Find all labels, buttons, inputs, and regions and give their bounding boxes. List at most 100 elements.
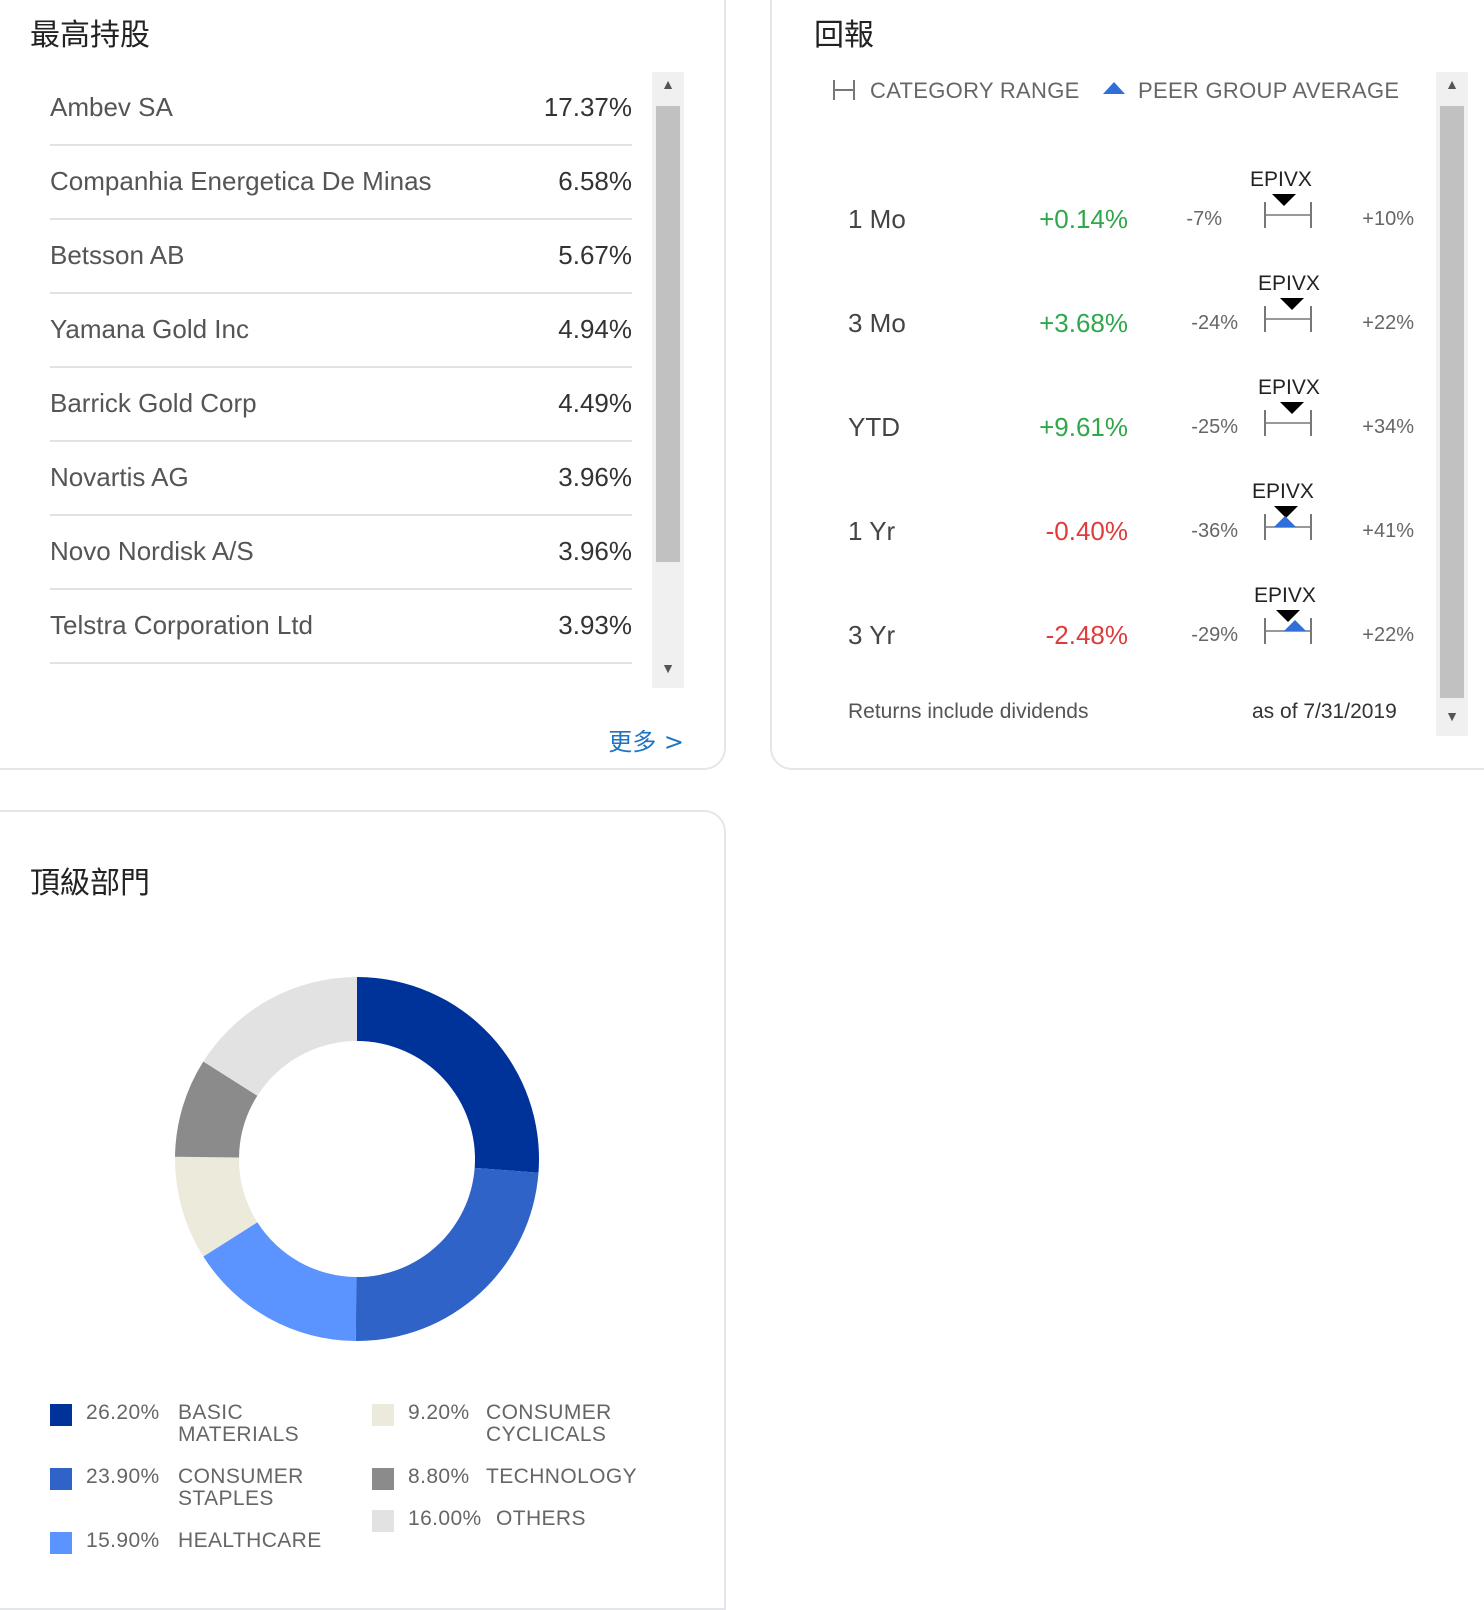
legend-label: OTHERS: [496, 1507, 586, 1530]
holdings-scrollbar[interactable]: ▲ ▼: [652, 72, 684, 688]
return-value: -2.48%: [1045, 620, 1128, 650]
returns-scrollbar[interactable]: ▲ ▼: [1436, 72, 1468, 736]
holding-name: Telstra Corporation Ltd: [50, 610, 314, 640]
holding-pct: 5.67%: [558, 240, 632, 270]
return-row-1mo: 1 Mo +0.14% -7% EPIVX +10%: [772, 168, 1432, 272]
peer-average-marker-icon: [1274, 516, 1296, 527]
returns-card: 回報 CATEGORY RANGE PEER GROUP AVERAGE 1 M…: [770, 0, 1484, 770]
legend-pct: 8.80%: [408, 1465, 470, 1488]
top-holdings-card: 最高持股 Ambev SA 17.37% Companhia Energetic…: [0, 0, 726, 770]
peer-average-marker-icon: [1284, 620, 1306, 631]
holding-pct: 3.93%: [558, 610, 632, 640]
sector-donut-chart: [175, 977, 539, 1341]
range-low: -36%: [1191, 520, 1238, 542]
donut-slice-basic-materials: [357, 977, 539, 1173]
return-row-1yr: 1 Yr -0.40% -36% EPIVX +41%: [772, 480, 1432, 584]
legend-swatch: [50, 1468, 72, 1490]
range-bar: [1264, 306, 1312, 332]
donut-slice-consumer-staples: [355, 1167, 539, 1341]
holdings-title: 最高持股: [30, 18, 150, 53]
legend-swatch: [50, 1532, 72, 1554]
period-label: 3 Mo: [848, 308, 906, 338]
fund-marker-icon: [1280, 298, 1304, 310]
returns-title: 回報: [814, 18, 874, 53]
scroll-thumb[interactable]: [656, 106, 680, 562]
range-high: +34%: [1362, 416, 1414, 438]
return-row-ytd: YTD +9.61% -25% EPIVX +34%: [772, 376, 1432, 480]
peer-group-label: PEER GROUP AVERAGE: [1138, 78, 1400, 103]
holding-name: Betsson AB: [50, 240, 185, 270]
scroll-up-arrow-icon[interactable]: ▲: [1445, 76, 1459, 92]
legend-swatch: [50, 1404, 72, 1426]
legend-swatch: [372, 1510, 394, 1532]
scroll-thumb[interactable]: [1440, 106, 1464, 698]
legend-pct: 26.20%: [86, 1401, 160, 1424]
range-high: +41%: [1362, 520, 1414, 542]
holding-row: Ambev SA 17.37%: [50, 72, 632, 146]
holdings-list: Ambev SA 17.37% Companhia Energetica De …: [50, 72, 632, 664]
category-range-label: CATEGORY RANGE: [870, 78, 1080, 103]
fund-ticker: EPIVX: [1250, 168, 1312, 191]
scroll-down-arrow-icon[interactable]: ▼: [661, 660, 675, 676]
return-row-3mo: 3 Mo +3.68% -24% EPIVX +22%: [772, 272, 1432, 376]
donut-slice-others: [203, 977, 357, 1096]
returns-footnote: Returns include dividends: [848, 700, 1089, 723]
period-label: 1 Yr: [848, 516, 896, 546]
holding-row: Companhia Energetica De Minas 6.58%: [50, 146, 632, 220]
holding-row: Novo Nordisk A/S 3.96%: [50, 516, 632, 590]
holding-name: Yamana Gold Inc: [50, 314, 249, 344]
range-bar-icon: [833, 80, 855, 100]
top-sectors-card: 頂級部門 26.20% BASIC MATERIALS 23.90% CONSUM…: [0, 810, 726, 1610]
legend-item: 8.80% TECHNOLOGY: [372, 1466, 672, 1492]
range-bar: [1264, 514, 1312, 540]
holding-pct: 6.58%: [558, 166, 632, 196]
holding-name: Ambev SA: [50, 92, 173, 122]
holding-name: Companhia Energetica De Minas: [50, 166, 432, 196]
return-value: +9.61%: [1039, 412, 1128, 442]
holding-pct: 4.94%: [558, 314, 632, 344]
range-low: -24%: [1191, 312, 1238, 334]
legend-label: BASIC MATERIALS: [178, 1401, 300, 1446]
donut-slice-consumer-cyclicals: [175, 1156, 258, 1257]
fund-marker-icon: [1276, 610, 1300, 622]
range-low: -7%: [1186, 208, 1222, 230]
fund-ticker: EPIVX: [1254, 584, 1316, 607]
donut-slice-technology: [175, 1061, 258, 1158]
range-bar: [1264, 202, 1312, 228]
legend-item: 9.20% CONSUMER CYCLICALS: [372, 1402, 672, 1450]
legend-label: CONSUMER STAPLES: [178, 1465, 304, 1510]
donut-slice-healthcare: [203, 1222, 357, 1341]
scroll-down-arrow-icon[interactable]: ▼: [1445, 708, 1459, 724]
holding-pct: 17.37%: [543, 92, 632, 122]
legend-pct: 23.90%: [86, 1465, 160, 1488]
fund-marker-icon: [1274, 506, 1298, 518]
scroll-up-arrow-icon[interactable]: ▲: [661, 76, 675, 92]
return-value: +3.68%: [1039, 308, 1128, 338]
range-bar: [1264, 410, 1312, 436]
sectors-title: 頂級部門: [30, 866, 150, 901]
legend-label: HEALTHCARE: [178, 1529, 322, 1552]
range-high: +22%: [1362, 312, 1414, 334]
legend-item: 26.20% BASIC MATERIALS: [50, 1402, 350, 1450]
more-link[interactable]: 更多 >: [608, 728, 684, 756]
return-value: +0.14%: [1039, 204, 1128, 234]
range-low: -25%: [1191, 416, 1238, 438]
period-label: 1 Mo: [848, 204, 906, 234]
fund-ticker: EPIVX: [1258, 376, 1320, 399]
range-bar: [1264, 618, 1312, 644]
legend-item: 23.90% CONSUMER STAPLES: [50, 1466, 350, 1514]
return-row-3yr: 3 Yr -2.48% -29% EPIVX +22%: [772, 584, 1432, 688]
period-label: 3 Yr: [848, 620, 896, 650]
legend-item: 15.90% HEALTHCARE: [50, 1530, 350, 1556]
fund-marker-icon: [1280, 402, 1304, 414]
holding-pct: 4.49%: [558, 388, 632, 418]
holding-name: Novo Nordisk A/S: [50, 536, 254, 566]
legend-swatch: [372, 1468, 394, 1490]
fund-ticker: EPIVX: [1258, 272, 1320, 295]
as-of-date: as of 7/31/2019: [1252, 700, 1397, 723]
holding-name: Barrick Gold Corp: [50, 388, 257, 418]
holding-pct: 3.96%: [558, 462, 632, 492]
range-high: +22%: [1362, 624, 1414, 646]
holding-pct: 3.96%: [558, 536, 632, 566]
holding-name: Novartis AG: [50, 462, 189, 492]
